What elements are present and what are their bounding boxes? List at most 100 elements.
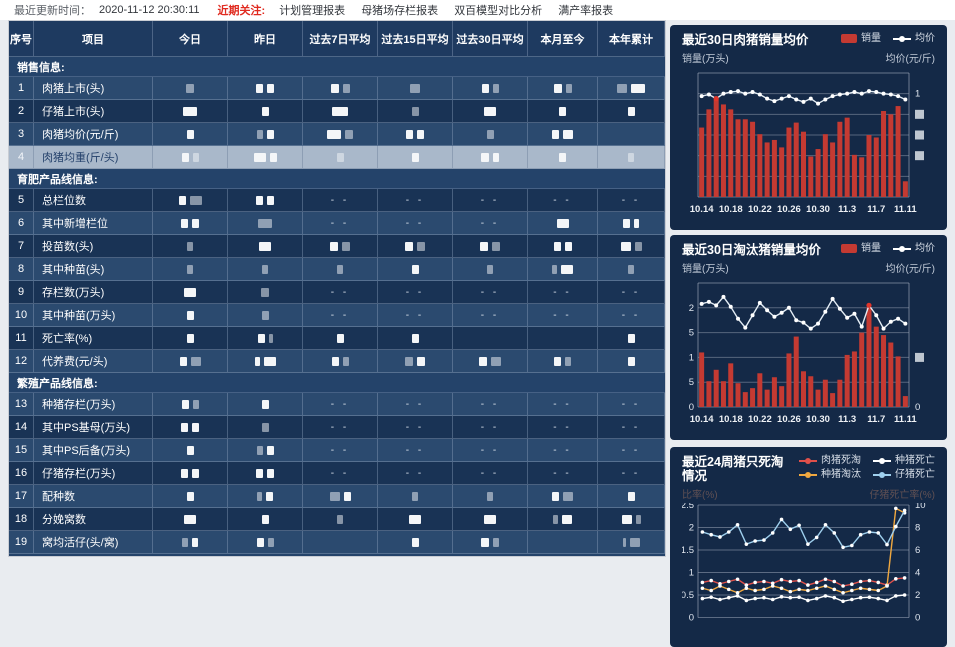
bar-10.21[interactable] bbox=[750, 121, 756, 197]
bar-11.9[interactable] bbox=[888, 342, 894, 407]
value-cell: - - bbox=[598, 416, 665, 439]
bar-11.3[interactable] bbox=[844, 117, 850, 197]
bar-11.11[interactable] bbox=[902, 396, 908, 407]
chart-plot[interactable]: 2.5 2 1.5 1 0.5 0 10 8 6 4 2 0 bbox=[682, 503, 935, 623]
bar-10.24[interactable] bbox=[771, 139, 777, 197]
bar-10.28[interactable] bbox=[801, 131, 806, 197]
table-row[interactable]: 16 仔猪存栏(万头) - - - - - - - - - - bbox=[9, 462, 665, 485]
bar-11.8[interactable] bbox=[881, 335, 887, 407]
bar-11.10[interactable] bbox=[895, 106, 901, 197]
table-row[interactable]: 6 其中新增栏位 - - - - - - bbox=[9, 212, 665, 235]
redaction-block bbox=[492, 83, 499, 93]
bar-10.26[interactable] bbox=[786, 353, 792, 407]
legend-item-销量[interactable]: 销量 bbox=[841, 33, 881, 44]
bar-10.15[interactable] bbox=[706, 109, 712, 197]
table-row[interactable]: 8 其中种苗(头) bbox=[9, 258, 665, 281]
bar-10.16[interactable] bbox=[713, 369, 719, 407]
bar-11.2[interactable] bbox=[837, 379, 843, 407]
bar-11.1[interactable] bbox=[830, 142, 836, 197]
table-row[interactable]: 17 配种数 bbox=[9, 485, 665, 508]
report-link-4[interactable]: 满产率报表 bbox=[558, 5, 614, 17]
bar-10.19[interactable] bbox=[735, 119, 741, 197]
report-link-3[interactable]: 双百模型对比分析 bbox=[454, 5, 543, 17]
bar-10.25[interactable] bbox=[779, 147, 785, 197]
bar-10.22[interactable] bbox=[757, 373, 763, 407]
redacted-value bbox=[559, 106, 566, 116]
bar-10.20[interactable] bbox=[742, 392, 748, 407]
table-row[interactable]: 7 投苗数(头) bbox=[9, 235, 665, 258]
table-row[interactable]: 3 肉猪均价(元/斤) bbox=[9, 123, 665, 146]
bar-10.31[interactable] bbox=[822, 134, 828, 197]
bar-10.31[interactable] bbox=[822, 379, 828, 407]
bar-10.16[interactable] bbox=[713, 99, 719, 197]
bar-10.23[interactable] bbox=[764, 389, 770, 407]
report-link-2[interactable]: 母猪场存栏报表 bbox=[361, 5, 439, 17]
table-row[interactable]: 5 总栏位数 - - - - - - - - - - bbox=[9, 189, 665, 212]
bar-10.22[interactable] bbox=[757, 134, 763, 197]
series-种猪死亡[interactable] bbox=[702, 594, 905, 603]
bar-10.20[interactable] bbox=[742, 119, 748, 197]
bar-10.30[interactable] bbox=[815, 389, 821, 407]
bar-11.4[interactable] bbox=[851, 351, 857, 407]
table-row[interactable]: 15 其中PS后备(万头) - - - - - - - - - - bbox=[9, 439, 665, 462]
bar-11.6[interactable] bbox=[866, 135, 872, 197]
series-肉猪死淘[interactable] bbox=[702, 577, 905, 587]
bar-10.27[interactable] bbox=[793, 336, 799, 407]
bar-10.24[interactable] bbox=[771, 377, 777, 407]
legend-item-均价[interactable]: 均价 bbox=[893, 243, 935, 254]
redaction-block bbox=[186, 310, 194, 320]
bar-10.14[interactable] bbox=[699, 127, 705, 197]
bar-11.7[interactable] bbox=[873, 137, 879, 197]
bar-11.4[interactable] bbox=[851, 154, 857, 197]
series-仔猪死亡[interactable] bbox=[702, 510, 906, 549]
bar-10.17[interactable] bbox=[720, 381, 726, 407]
bar-11.9[interactable] bbox=[888, 114, 894, 197]
table-row[interactable]: 12 代养费(元/头) bbox=[9, 350, 665, 373]
bar-10.28[interactable] bbox=[801, 371, 806, 407]
bar-10.30[interactable] bbox=[815, 149, 821, 197]
bar-10.26[interactable] bbox=[786, 127, 792, 197]
bar-10.14[interactable] bbox=[699, 352, 705, 407]
bar-11.6[interactable] bbox=[866, 307, 872, 407]
bar-11.5[interactable] bbox=[859, 157, 865, 197]
legend-item-销量[interactable]: 销量 bbox=[841, 243, 881, 254]
bar-10.23[interactable] bbox=[764, 142, 770, 197]
bar-11.2[interactable] bbox=[837, 121, 843, 197]
report-link-1[interactable]: 计划管理报表 bbox=[279, 5, 346, 17]
bar-10.21[interactable] bbox=[750, 388, 756, 407]
legend-item-仔猪死亡[interactable]: 仔猪死亡 bbox=[873, 469, 935, 480]
bar-11.10[interactable] bbox=[895, 356, 901, 407]
table-row[interactable]: 10 其中种苗(万头) - - - - - - - - - - bbox=[9, 304, 665, 327]
bar-10.17[interactable] bbox=[720, 104, 726, 197]
legend-item-均价[interactable]: 均价 bbox=[893, 33, 935, 44]
bar-10.15[interactable] bbox=[706, 381, 712, 407]
bar-10.18[interactable] bbox=[728, 363, 734, 407]
bar-11.8[interactable] bbox=[881, 111, 887, 197]
table-row[interactable]: 18 分娩窝数 bbox=[9, 508, 665, 531]
table-row[interactable]: 9 存栏数(万头) - - - - - - - - - - bbox=[9, 281, 665, 304]
table-row[interactable]: 13 种猪存栏(万头) - - - - - - - - - - bbox=[9, 393, 665, 416]
table-row[interactable]: 1 肉猪上市(头) bbox=[9, 77, 665, 100]
redacted-value bbox=[552, 129, 573, 139]
table-row[interactable]: 19 窝均活仔(头/窝) bbox=[9, 531, 665, 554]
chart-plot[interactable]: 1 10.14 10.18 10.22 10.26 10.30 11.3 11.7 11.11 bbox=[682, 67, 935, 219]
bar-11.1[interactable] bbox=[830, 393, 836, 407]
legend-item-肉猪死淘[interactable]: 肉猪死淘 bbox=[799, 455, 861, 466]
legend-item-种猪淘汰[interactable]: 种猪淘汰 bbox=[799, 469, 861, 480]
bar-10.18[interactable] bbox=[728, 109, 734, 197]
table-row[interactable]: 14 其中PS基母(万头) - - - - - - - - - - bbox=[9, 416, 665, 439]
table-row[interactable]: 2 仔猪上市(头) bbox=[9, 100, 665, 123]
bar-10.25[interactable] bbox=[779, 386, 785, 407]
bar-11.5[interactable] bbox=[859, 332, 865, 407]
bar-10.27[interactable] bbox=[793, 122, 799, 197]
bar-10.29[interactable] bbox=[808, 376, 814, 407]
table-row[interactable]: 11 死亡率(%) bbox=[9, 327, 665, 350]
legend-item-种猪死亡[interactable]: 种猪死亡 bbox=[873, 455, 935, 466]
bar-10.29[interactable] bbox=[808, 156, 814, 197]
bar-11.11[interactable] bbox=[902, 181, 908, 197]
bar-11.3[interactable] bbox=[844, 354, 850, 407]
bar-10.19[interactable] bbox=[735, 383, 741, 407]
bar-11.7[interactable] bbox=[873, 326, 879, 407]
table-row[interactable]: 4 肉猪均重(斤/头) bbox=[9, 146, 665, 169]
